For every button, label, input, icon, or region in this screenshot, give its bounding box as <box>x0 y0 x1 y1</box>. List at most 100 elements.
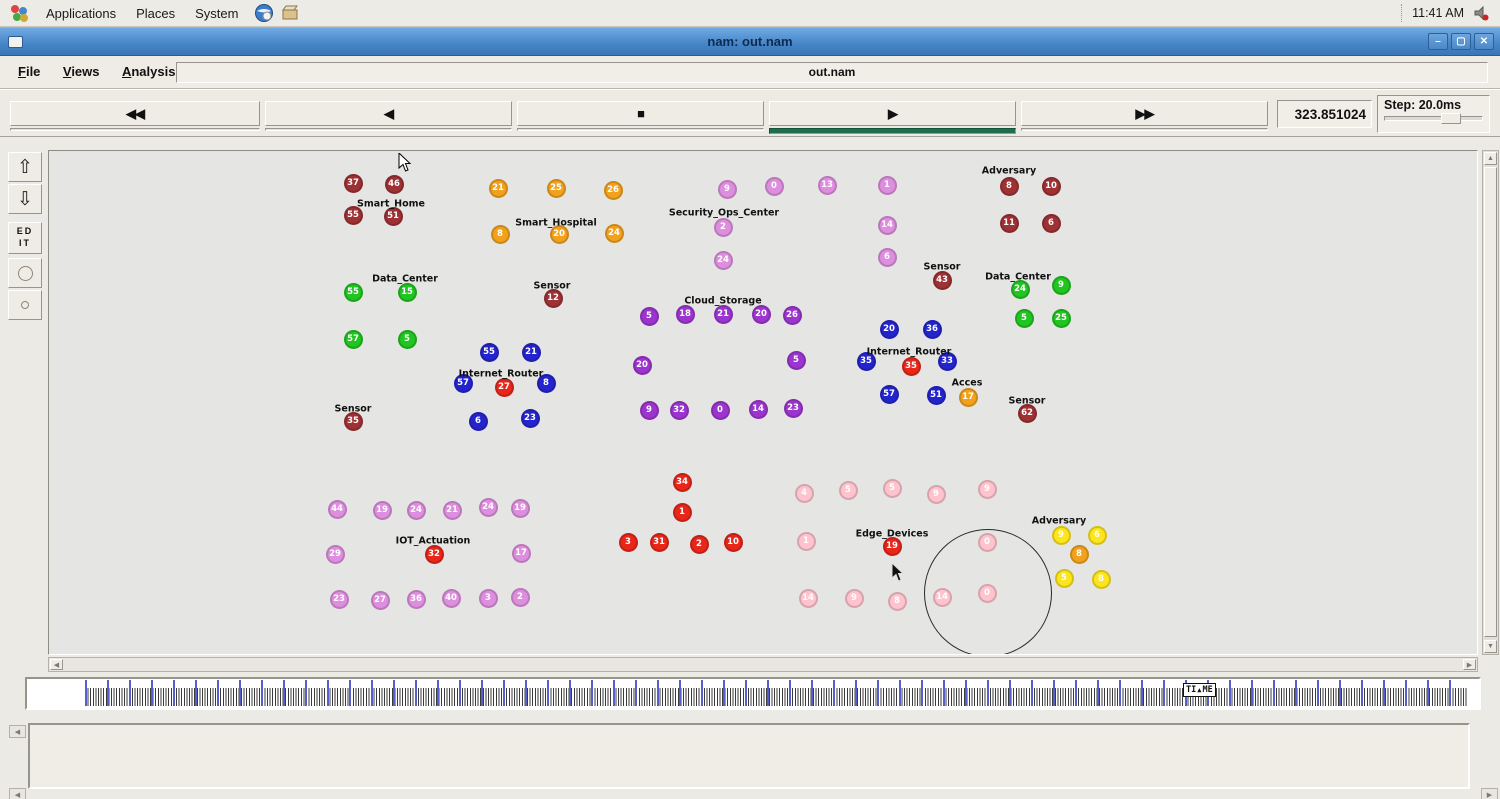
node-8[interactable]: 8 <box>1069 544 1089 564</box>
node-21[interactable]: 21 <box>488 178 508 198</box>
node-57[interactable]: 57 <box>343 329 363 349</box>
node-57[interactable]: 57 <box>453 373 473 393</box>
maximize-button[interactable]: ▢ <box>1451 33 1471 50</box>
node-8[interactable]: 8 <box>536 373 556 393</box>
node-20[interactable]: 20 <box>751 304 771 324</box>
node-4[interactable]: 4 <box>794 483 814 503</box>
node-27[interactable]: 27 <box>494 377 514 397</box>
node-29[interactable]: 29 <box>325 544 345 564</box>
node-6[interactable]: 6 <box>877 247 897 267</box>
node-20[interactable]: 20 <box>879 319 899 339</box>
node-9[interactable]: 9 <box>717 179 737 199</box>
node-51[interactable]: 51 <box>926 385 946 405</box>
node-9[interactable]: 9 <box>977 479 997 499</box>
node-23[interactable]: 23 <box>520 408 540 428</box>
node-8[interactable]: 8 <box>1091 569 1111 589</box>
node-37[interactable]: 37 <box>343 173 363 193</box>
node-62[interactable]: 62 <box>1017 403 1037 423</box>
node-20[interactable]: 20 <box>632 355 652 375</box>
node-18[interactable]: 18 <box>675 304 695 324</box>
scroll-right-icon[interactable]: ▶ <box>1463 659 1476 670</box>
node-19[interactable]: 19 <box>510 498 530 518</box>
edit-button[interactable]: ED IT <box>8 222 42 254</box>
node-3[interactable]: 3 <box>478 588 498 608</box>
node-55[interactable]: 55 <box>479 342 499 362</box>
play-button[interactable]: ▶ <box>769 101 1016 126</box>
node-24[interactable]: 24 <box>1010 279 1030 299</box>
fast-forward-button[interactable]: ▶▶ <box>1021 101 1268 126</box>
node-2[interactable]: 2 <box>510 587 530 607</box>
scroll-up-icon[interactable]: ▲ <box>1484 152 1497 165</box>
node-33[interactable]: 33 <box>937 351 957 371</box>
node-36[interactable]: 36 <box>922 319 942 339</box>
node-23[interactable]: 23 <box>783 398 803 418</box>
bottom-scroll-left-icon[interactable]: ◀ <box>9 788 26 799</box>
node-14[interactable]: 14 <box>877 215 897 235</box>
node-55[interactable]: 55 <box>343 205 363 225</box>
node-8[interactable]: 8 <box>490 224 510 244</box>
node-19[interactable]: 19 <box>882 536 902 556</box>
bottom-scroll-right-icon[interactable]: ▶ <box>1481 788 1498 799</box>
node-19[interactable]: 19 <box>372 500 392 520</box>
zoom-in-button[interactable]: ⇧ <box>8 152 42 182</box>
stop-button[interactable]: ■ <box>517 101 764 126</box>
node-11[interactable]: 11 <box>999 213 1019 233</box>
node-2[interactable]: 2 <box>689 534 709 554</box>
node-32[interactable]: 32 <box>424 544 444 564</box>
node-35[interactable]: 35 <box>901 356 921 376</box>
node-5[interactable]: 5 <box>786 350 806 370</box>
node-14[interactable]: 14 <box>748 399 768 419</box>
node-14[interactable]: 14 <box>798 588 818 608</box>
node-6[interactable]: 6 <box>468 411 488 431</box>
node-1[interactable]: 1 <box>672 502 692 522</box>
node-25[interactable]: 25 <box>1051 308 1071 328</box>
node-5[interactable]: 5 <box>639 306 659 326</box>
node-26[interactable]: 26 <box>782 305 802 325</box>
node-0[interactable]: 0 <box>710 400 730 420</box>
big-node-tool-button[interactable] <box>8 258 42 288</box>
clock[interactable]: 11:41 AM <box>1412 6 1464 20</box>
node-51[interactable]: 51 <box>383 206 403 226</box>
event-timeline[interactable]: TI ▲ ME <box>25 677 1481 710</box>
canvas-horizontal-scrollbar[interactable]: ◀ ▶ <box>48 657 1478 672</box>
menu-places[interactable]: Places <box>136 5 176 21</box>
volume-icon[interactable] <box>1472 4 1490 22</box>
node-32[interactable]: 32 <box>669 400 689 420</box>
zoom-out-button[interactable]: ⇩ <box>8 184 42 214</box>
node-31[interactable]: 31 <box>649 532 669 552</box>
node-26[interactable]: 26 <box>603 180 623 200</box>
node-55[interactable]: 55 <box>343 282 363 302</box>
node-24[interactable]: 24 <box>604 223 624 243</box>
node-9[interactable]: 9 <box>844 588 864 608</box>
node-10[interactable]: 10 <box>723 532 743 552</box>
distro-logo-icon[interactable] <box>10 4 28 22</box>
node-46[interactable]: 46 <box>384 174 404 194</box>
node-34[interactable]: 34 <box>672 472 692 492</box>
node-1[interactable]: 1 <box>877 175 897 195</box>
scroll-down-icon[interactable]: ▼ <box>1484 640 1497 653</box>
annotation-panel[interactable] <box>28 723 1470 789</box>
node-25[interactable]: 25 <box>546 178 566 198</box>
node-17[interactable]: 17 <box>511 543 531 563</box>
node-6[interactable]: 6 <box>1041 213 1061 233</box>
menu-applications[interactable]: Applications <box>46 5 117 21</box>
step-slider-thumb[interactable] <box>1441 113 1462 124</box>
node-3[interactable]: 3 <box>618 532 638 552</box>
window-titlebar[interactable]: nam: out.nam – ▢ ✕ <box>0 27 1500 56</box>
menu-system[interactable]: System <box>195 5 239 21</box>
node-21[interactable]: 21 <box>442 500 462 520</box>
small-node-tool-button[interactable] <box>8 290 42 320</box>
node-36[interactable]: 36 <box>406 589 426 609</box>
node-20[interactable]: 20 <box>549 224 569 244</box>
node-35[interactable]: 35 <box>856 351 876 371</box>
step-back-button[interactable]: ◀ <box>265 101 512 126</box>
annotation-scroll-left-icon[interactable]: ◀ <box>9 725 26 738</box>
node-10[interactable]: 10 <box>1041 176 1061 196</box>
window-icon[interactable] <box>8 35 23 48</box>
node-9[interactable]: 9 <box>926 484 946 504</box>
menu-analysis[interactable]: Analysis <box>121 64 176 79</box>
menu-views[interactable]: Views <box>62 64 100 79</box>
node-15[interactable]: 15 <box>397 282 417 302</box>
node-6[interactable]: 6 <box>1087 525 1107 545</box>
node-21[interactable]: 21 <box>521 342 541 362</box>
